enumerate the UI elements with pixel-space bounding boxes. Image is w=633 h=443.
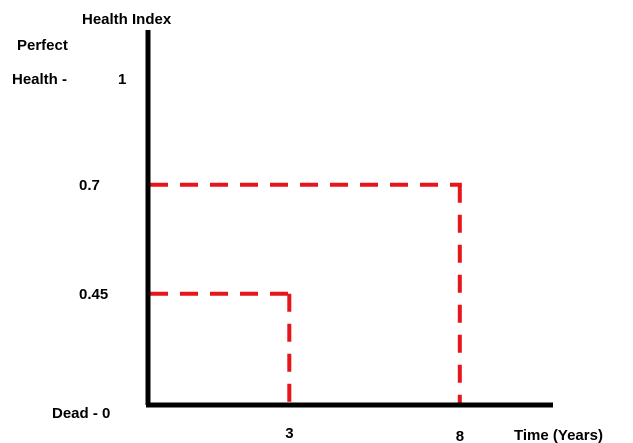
y-label-marker-1: 0.7 — [79, 177, 100, 194]
y-axis-title: Health Index — [82, 11, 172, 28]
y-label-marker-0: 0.45 — [79, 286, 108, 303]
perfect-health-label-line2: Health - — [12, 71, 67, 88]
perfect-health-value: 1 — [118, 71, 126, 88]
x-axis-title: Time (Years) — [514, 427, 603, 443]
perfect-health-label-line1: Perfect — [17, 37, 68, 54]
x-label-marker-1: 8 — [456, 428, 464, 443]
dead-label: Dead - 0 — [52, 405, 110, 422]
x-label-marker-0: 3 — [285, 425, 293, 442]
